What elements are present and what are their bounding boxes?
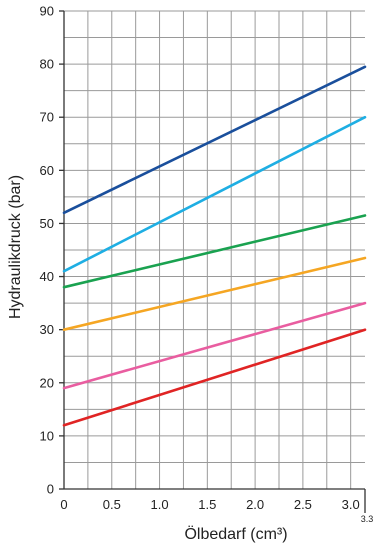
y-axis-label: Hydraulikdruck (bar) xyxy=(7,175,24,319)
series-line-5 xyxy=(62,301,367,390)
series-line-1 xyxy=(62,65,367,215)
series-line-6 xyxy=(62,328,367,427)
series-line-2 xyxy=(62,115,367,273)
grid xyxy=(64,10,365,489)
y-tick-label: 40 xyxy=(40,269,54,284)
x-tick-label: 1.5 xyxy=(198,497,216,512)
y-tick-label: 20 xyxy=(40,375,54,390)
y-tick-label: 30 xyxy=(40,322,54,337)
y-tick-label: 50 xyxy=(40,216,54,231)
x-tick-label: 3.0 xyxy=(342,497,360,512)
x-end-tick-label: 3.3 xyxy=(361,514,373,524)
x-tick-label: 0 xyxy=(60,497,67,512)
x-tick-label: 2.5 xyxy=(294,497,312,512)
y-tick-label: 70 xyxy=(40,110,54,125)
y-tick-label: 60 xyxy=(40,163,54,178)
tick-labels: 0 10 20 30 40 50 60 70 80 90 0 0.5 1.0 1.5 2.0 2.5 3.03.… xyxy=(40,4,373,525)
axes xyxy=(59,10,366,513)
y-tick-label: 90 xyxy=(40,4,54,19)
x-tick-label: 1.0 xyxy=(151,497,169,512)
series-line-3 xyxy=(62,214,367,289)
series-line-4 xyxy=(62,256,367,332)
series xyxy=(62,65,367,427)
x-tick-label: 0.5 xyxy=(103,497,121,512)
x-axis-label: Ölbedarf (cm³) xyxy=(184,525,287,543)
y-tick-label: 0 xyxy=(47,482,54,497)
x-tick-label: 2.0 xyxy=(246,497,264,512)
y-tick-label: 80 xyxy=(40,57,54,72)
y-tick-label: 10 xyxy=(40,428,54,443)
